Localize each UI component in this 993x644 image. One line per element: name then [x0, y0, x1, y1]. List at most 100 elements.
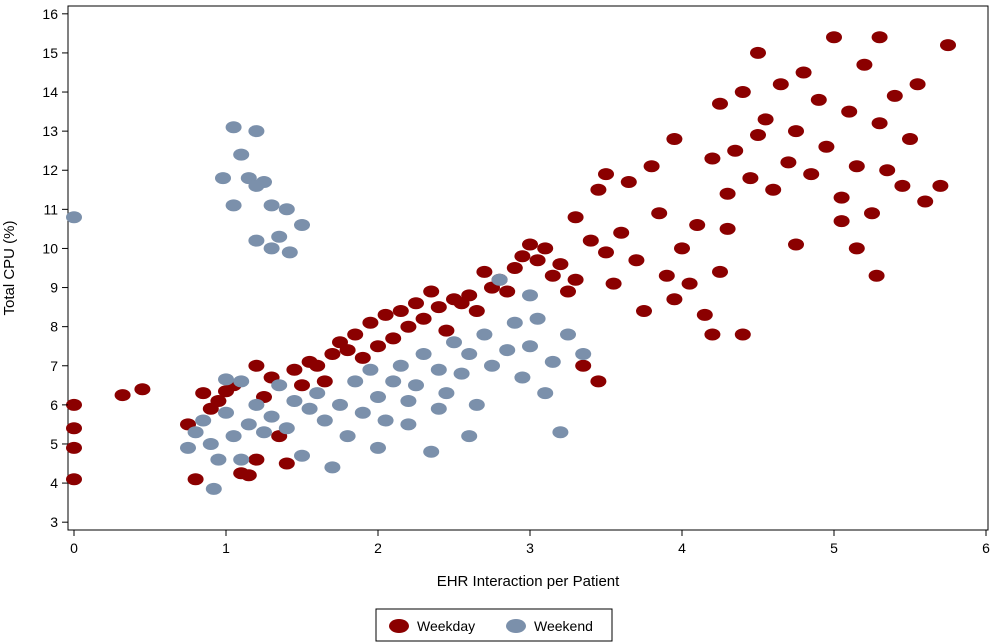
x-axis-title: EHR Interaction per Patient — [437, 573, 620, 590]
point-weekend-66 — [552, 426, 569, 439]
x-tick-label-1: 1 — [222, 540, 230, 556]
point-weekend-8 — [225, 199, 242, 212]
point-weekday-70 — [636, 305, 652, 317]
point-weekend-65 — [544, 355, 561, 368]
plot-frame — [67, 5, 989, 531]
point-weekday-1 — [66, 422, 82, 435]
point-weekday-52 — [522, 238, 538, 251]
point-weekday-119 — [750, 46, 766, 59]
point-weekday-118 — [833, 215, 850, 228]
point-weekday-29 — [347, 328, 364, 341]
legend: Weekday Weekend — [375, 608, 613, 642]
point-weekday-100 — [833, 191, 850, 204]
point-weekend-26 — [248, 398, 265, 411]
point-weekend-50 — [430, 363, 447, 376]
point-weekend-46 — [400, 395, 417, 407]
point-weekday-90 — [757, 113, 774, 126]
y-tick-label-14: 14 — [42, 84, 58, 100]
point-weekday-69 — [628, 254, 645, 267]
y-tick-label-13: 13 — [42, 123, 58, 139]
point-weekend-52 — [446, 336, 462, 349]
point-weekday-2 — [66, 441, 82, 454]
point-weekend-1 — [225, 121, 242, 134]
point-weekend-56 — [476, 328, 493, 341]
point-weekday-22 — [294, 379, 310, 392]
point-weekend-59 — [499, 344, 516, 357]
legend-frame — [375, 608, 613, 642]
point-weekday-25 — [316, 375, 333, 388]
legend-marker-weekend — [506, 619, 526, 633]
point-weekday-50 — [506, 262, 523, 274]
point-weekday-77 — [681, 277, 698, 290]
point-weekend-68 — [575, 348, 592, 360]
point-weekend-49 — [423, 445, 440, 458]
point-weekday-95 — [795, 66, 812, 79]
point-weekend-7 — [248, 179, 265, 192]
point-weekday-80 — [704, 328, 721, 341]
point-weekday-46 — [476, 265, 493, 278]
point-weekend-12 — [248, 234, 265, 247]
point-weekday-4 — [114, 389, 131, 402]
point-weekend-58 — [491, 273, 508, 286]
point-weekday-61 — [567, 211, 584, 224]
point-weekday-91 — [765, 183, 782, 196]
legend-label-weekend: Weekend — [534, 618, 593, 634]
point-weekday-36 — [400, 320, 417, 333]
point-weekend-4 — [215, 172, 231, 185]
point-weekday-37 — [408, 297, 424, 310]
point-weekday-26 — [324, 348, 341, 360]
point-weekday-60 — [590, 375, 607, 388]
point-weekend-33 — [301, 402, 318, 415]
point-weekday-96 — [803, 168, 820, 181]
point-weekday-55 — [544, 269, 561, 282]
point-weekday-113 — [940, 39, 956, 52]
point-weekend-54 — [461, 348, 478, 360]
point-weekday-105 — [871, 117, 888, 130]
y-tick-label-7: 7 — [50, 358, 58, 374]
point-weekday-85 — [719, 187, 736, 200]
x-tick-label-0: 0 — [70, 540, 78, 556]
point-weekend-61 — [514, 371, 531, 384]
point-weekend-2 — [248, 125, 265, 138]
x-tick-label-2: 2 — [374, 540, 382, 556]
point-weekday-10 — [210, 395, 227, 407]
point-weekend-13 — [271, 230, 288, 243]
point-weekend-0 — [66, 211, 82, 224]
point-weekend-74 — [218, 373, 234, 386]
point-weekday-5 — [134, 383, 151, 396]
point-weekend-75 — [233, 375, 250, 388]
point-weekday-102 — [848, 160, 865, 173]
point-weekend-23 — [225, 430, 242, 443]
point-weekend-3 — [233, 148, 250, 161]
y-tick-label-3: 3 — [50, 514, 58, 530]
point-weekend-45 — [392, 359, 409, 372]
x-tick-label-6: 6 — [982, 540, 990, 556]
point-weekday-79 — [696, 308, 713, 321]
y-tick-label-8: 8 — [50, 319, 58, 335]
point-weekday-87 — [734, 86, 751, 98]
point-weekday-3 — [66, 473, 82, 486]
point-weekday-41 — [438, 324, 455, 337]
point-weekend-24 — [233, 453, 250, 466]
point-weekend-40 — [354, 406, 371, 419]
point-weekend-14 — [263, 242, 280, 255]
point-weekday-14 — [240, 469, 257, 482]
point-weekday-38 — [415, 312, 432, 325]
point-weekend-53 — [453, 367, 470, 380]
point-weekday-49 — [499, 285, 516, 298]
point-weekday-111 — [917, 195, 934, 208]
point-weekday-97 — [810, 93, 827, 106]
point-weekend-48 — [415, 348, 432, 360]
point-weekend-72 — [522, 289, 538, 302]
point-weekend-17 — [187, 426, 204, 439]
y-axis: 3 4 5 6 7 8 9 10 11 12 13 14 15 16 — [42, 6, 68, 530]
point-weekday-62 — [582, 234, 599, 247]
point-weekend-15 — [281, 246, 298, 259]
point-weekday-0 — [66, 398, 82, 411]
point-weekend-60 — [506, 316, 523, 329]
point-weekday-16 — [248, 359, 265, 372]
point-weekday-57 — [560, 285, 576, 298]
point-weekday-35 — [392, 305, 409, 317]
point-weekday-64 — [598, 168, 614, 181]
